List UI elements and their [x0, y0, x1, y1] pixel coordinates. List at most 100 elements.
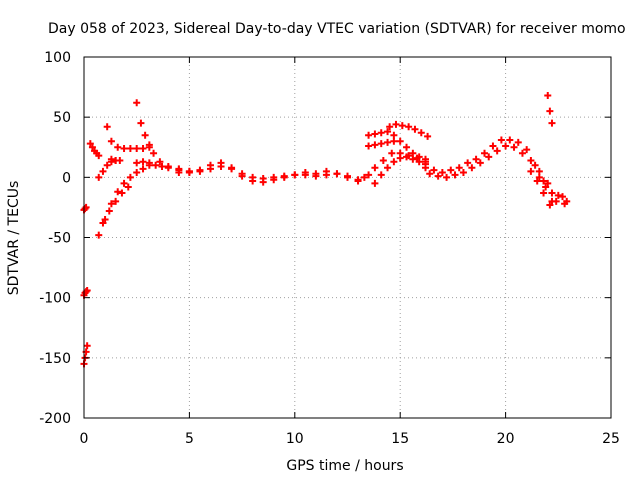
- data-point: [126, 144, 134, 152]
- data-point: [527, 156, 535, 164]
- data-point: [523, 146, 531, 154]
- data-point: [540, 177, 548, 185]
- data-point: [301, 169, 309, 177]
- data-point: [388, 149, 396, 157]
- x-tick-label: 10: [286, 431, 304, 447]
- y-tick-label: -150: [39, 351, 71, 367]
- data-point: [548, 119, 556, 127]
- data-point: [377, 140, 385, 148]
- data-point: [398, 122, 406, 130]
- data-point: [390, 137, 398, 145]
- data-point: [112, 197, 120, 205]
- data-point: [518, 149, 526, 157]
- data-point: [95, 152, 103, 160]
- data-point: [107, 200, 115, 208]
- data-point: [139, 144, 147, 152]
- x-tick-label: 5: [185, 431, 194, 447]
- data-point: [118, 189, 126, 197]
- data-point: [95, 173, 103, 181]
- series-track-u: [535, 173, 569, 208]
- series-track-a: [80, 203, 90, 214]
- data-point: [468, 164, 476, 172]
- data-point: [333, 170, 341, 178]
- data-point: [455, 164, 463, 172]
- chart-title: Day 058 of 2023, Sidereal Day-to-day VTE…: [48, 21, 626, 37]
- data-point: [114, 188, 122, 196]
- data-point: [83, 342, 91, 350]
- y-axis-label: SDTVAR / TECUs: [6, 181, 22, 296]
- data-point: [510, 143, 518, 151]
- data-point: [360, 173, 368, 181]
- data-point: [228, 165, 236, 173]
- data-point: [101, 215, 109, 223]
- x-tick-label: 20: [497, 431, 515, 447]
- series-track-f: [95, 183, 132, 239]
- data-point: [152, 161, 160, 169]
- data-point: [107, 155, 115, 163]
- series-track-g: [101, 161, 153, 223]
- data-point: [103, 123, 111, 131]
- y-tick-label: -200: [39, 411, 71, 427]
- series-track-d: [86, 140, 103, 160]
- data-point: [371, 164, 379, 172]
- data-point: [377, 171, 385, 179]
- x-axis: 0 5 10 15 20 25: [80, 57, 620, 447]
- data-point: [403, 153, 411, 161]
- data-point: [86, 140, 94, 148]
- series-track-n: [365, 128, 429, 163]
- data-point: [481, 149, 489, 157]
- data-point: [238, 172, 246, 180]
- data-point: [114, 143, 122, 151]
- data-point: [506, 136, 514, 144]
- data-point: [120, 179, 128, 187]
- data-point: [531, 161, 539, 169]
- data-point: [396, 154, 404, 162]
- data-point: [438, 169, 446, 177]
- data-point: [141, 131, 149, 139]
- data-point: [476, 159, 484, 167]
- data-point: [156, 158, 164, 166]
- data-point: [133, 159, 141, 167]
- data-point: [451, 171, 459, 179]
- data-point: [379, 156, 387, 164]
- x-tick-label: 25: [602, 431, 620, 447]
- data-point: [365, 171, 373, 179]
- data-point: [426, 170, 434, 178]
- series-track-b: [80, 286, 91, 299]
- series-track-s: [421, 136, 556, 205]
- data-point: [411, 125, 419, 133]
- data-point: [88, 143, 96, 151]
- data-point: [344, 173, 351, 181]
- data-point: [563, 197, 571, 205]
- data-point: [552, 197, 560, 205]
- data-point: [145, 159, 153, 167]
- data-point: [312, 170, 320, 178]
- data-point: [99, 167, 107, 175]
- data-point: [409, 155, 417, 163]
- data-point: [133, 169, 141, 177]
- series-track-v: [527, 167, 571, 209]
- data-point: [559, 193, 567, 201]
- data-point: [365, 131, 373, 139]
- series-track-c: [80, 342, 91, 368]
- data-point: [280, 173, 288, 181]
- data-point: [489, 142, 497, 150]
- series-track-o: [365, 137, 398, 150]
- data-point: [405, 123, 413, 131]
- data-point: [415, 158, 423, 166]
- data-point: [546, 201, 554, 209]
- data-point: [120, 144, 128, 152]
- data-point: [99, 219, 107, 227]
- data-point: [83, 286, 91, 294]
- data-point: [409, 149, 417, 157]
- data-point: [377, 129, 385, 137]
- y-tick-label: 50: [53, 110, 71, 126]
- series-track-t: [426, 142, 552, 187]
- data-point: [421, 164, 429, 172]
- data-point: [514, 138, 522, 146]
- data-point: [291, 171, 299, 179]
- data-point: [546, 107, 554, 115]
- data-point: [371, 179, 379, 187]
- data-point: [390, 131, 398, 139]
- series-track-r: [371, 153, 429, 187]
